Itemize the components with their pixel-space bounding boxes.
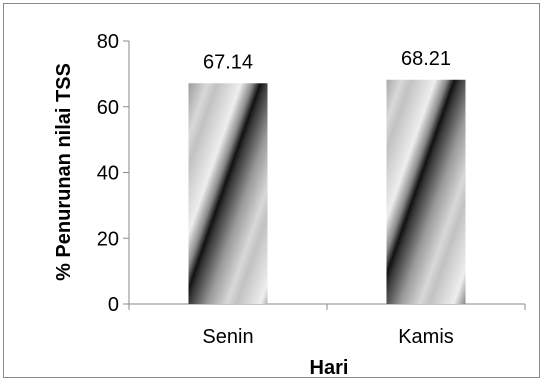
bar-senin (188, 83, 268, 304)
data-label-senin: 67.14 (203, 51, 253, 73)
bars: Senin 67.14 Kamis 68.21 (188, 48, 466, 348)
x-axis (128, 303, 526, 310)
y-tick-label-20: 20 (97, 228, 119, 250)
y-tick-label-40: 40 (97, 163, 119, 185)
data-label-kamis: 68.21 (401, 48, 451, 70)
y-axis-title: % Penurunan nilai TSS (53, 63, 75, 281)
y-axis: 0 20 40 60 80 (97, 31, 130, 316)
bar-kamis (386, 79, 466, 304)
y-tick-label-60: 60 (97, 97, 119, 119)
x-tick-label-senin: Senin (202, 326, 253, 348)
y-tick-label-0: 0 (108, 294, 119, 316)
x-tick-label-kamis: Kamis (398, 326, 454, 348)
x-axis-title: Hari (310, 357, 349, 379)
y-tick-label-80: 80 (97, 31, 119, 53)
